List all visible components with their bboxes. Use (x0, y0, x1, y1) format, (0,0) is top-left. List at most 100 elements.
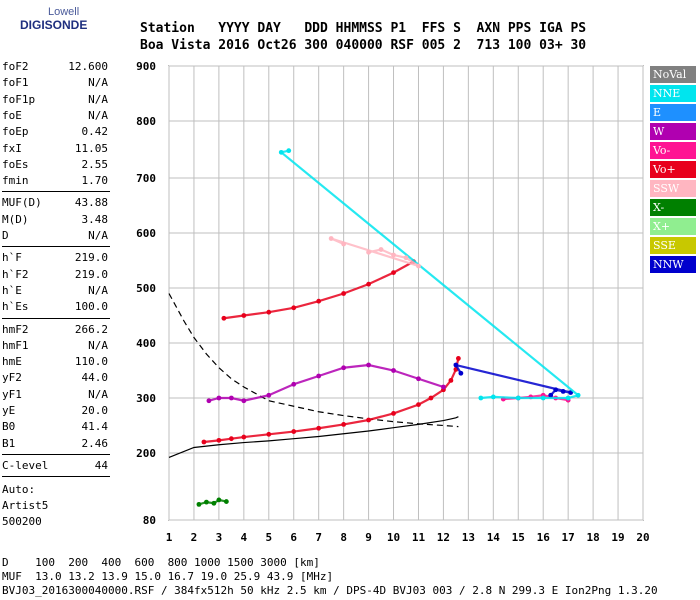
param-key: h`F (2, 251, 22, 265)
param-value: 2.46 (81, 436, 109, 450)
param-value: 100.0 (74, 300, 108, 314)
legend-item-vo-: Vo+ (650, 161, 696, 178)
series-trace (208, 363, 444, 402)
param-row: fxI 11.05 (2, 142, 108, 158)
x-tick-label: 16 (537, 531, 551, 544)
x-tick-label: 8 (340, 531, 347, 544)
logo-line1: Lowell (48, 6, 80, 18)
param-value: 20.0 (81, 404, 109, 417)
param-key: fmin (2, 174, 29, 188)
y-tick-label: 900 (136, 60, 156, 73)
y-tick-label: 500 (136, 282, 156, 295)
param-key: hmF2 (2, 322, 29, 336)
series-trace (198, 498, 227, 506)
param-row: yE 20.0 (2, 404, 108, 420)
param-key: hmE (2, 355, 22, 369)
legend-item-nnw: NNW (650, 256, 696, 273)
param-key: foF1 (2, 76, 29, 90)
param-value: 44.0 (81, 371, 109, 385)
legend-item-x-: X+ (650, 218, 696, 235)
param-key: foE (2, 108, 22, 122)
param-row: h`F2 219.0 (2, 268, 108, 284)
param-value: 219.0 (74, 251, 108, 265)
param-key: D (2, 229, 9, 242)
x-tick-label: 11 (412, 531, 426, 544)
param-value: N/A (88, 338, 108, 352)
param-value: 44 (94, 458, 108, 472)
param-value: 0.42 (81, 125, 109, 139)
x-tick-label: 12 (437, 531, 450, 544)
legend-item-sse: SSE (650, 237, 696, 254)
plot-frame (168, 65, 644, 521)
param-row: fmin 1.70 (2, 174, 108, 190)
footer-file-line: BVJ03_2016300040000.RSF / 384fx512h 50 k… (2, 584, 658, 597)
header-labels: Station YYYY DAY DDD HHMMSS P1 FFS S AXN… (140, 21, 587, 36)
param-key: foF2 (2, 60, 29, 73)
param-row: B1 2.46 (2, 437, 108, 453)
param-value: N/A (88, 108, 108, 122)
legend-item-w: W (650, 123, 696, 140)
true-height-profile-line (168, 416, 459, 459)
param-row: h`Es 100.0 (2, 300, 108, 316)
series-trace (223, 260, 415, 320)
param-row: foEs 2.55 (2, 158, 108, 174)
param-key: M(D) (2, 212, 29, 226)
param-key: foF1p (2, 92, 36, 106)
param-separator (2, 246, 110, 248)
param-row: h`E N/A (2, 284, 108, 300)
legend-item-ssw: SSW (650, 180, 696, 197)
header-values: Boa Vista 2016 Oct26 300 040000 RSF 005 … (140, 38, 587, 53)
param-row: MUF(D) 43.88 (2, 196, 108, 212)
param-value: 2.55 (81, 157, 109, 171)
param-value: 43.88 (74, 196, 108, 210)
param-key: hmF1 (2, 338, 29, 352)
x-tick-label: 14 (487, 531, 501, 544)
param-row: B0 41.4 (2, 420, 108, 436)
param-key: foEp (2, 125, 29, 139)
param-value: N/A (88, 76, 108, 90)
x-tick-label: 6 (290, 531, 297, 544)
y-tick-label: 300 (136, 392, 156, 405)
y-tick-label: 600 (136, 227, 156, 240)
logo-line2: DIGISONDE (20, 18, 88, 32)
param-key: yE (2, 404, 16, 417)
y-tick-label: 400 (136, 337, 156, 350)
param-key: B1 (2, 436, 16, 450)
param-value: 266.2 (74, 322, 108, 336)
x-tick-label: 4 (241, 531, 248, 544)
param-separator (2, 476, 110, 478)
station-header: Station YYYY DAY DDD HHMMSS P1 FFS S AXN… (140, 20, 586, 54)
param-value: N/A (88, 387, 108, 401)
param-value: 3.48 (81, 212, 109, 226)
series-trace (453, 363, 571, 396)
x-tick-label: 7 (315, 531, 322, 544)
param-key: MUF(D) (2, 196, 42, 210)
legend-item-vo-: Vo- (650, 142, 696, 159)
param-key: B0 (2, 420, 16, 434)
x-tick-label: 2 (191, 531, 198, 544)
legend-item-nne: NNE (650, 85, 696, 102)
x-tick-label: 3 (216, 531, 223, 544)
footer-info: D 100 200 400 600 800 1000 1500 3000 [km… (2, 556, 658, 598)
x-tick-label: 20 (636, 531, 649, 544)
param-value: N/A (88, 283, 108, 297)
param-value: 110.0 (74, 355, 108, 369)
param-row: hmE 110.0 (2, 355, 108, 371)
param-key: h`F2 (2, 267, 29, 281)
legend-item-noval: NoVal (650, 66, 696, 83)
param-value: N/A (88, 229, 108, 242)
param-value: 219.0 (74, 267, 108, 281)
param-separator (2, 317, 110, 319)
param-row: yF1 N/A (2, 388, 108, 404)
legend-item-e: E (650, 104, 696, 121)
param-row: D N/A (2, 229, 108, 245)
param-row: C-level 44 (2, 459, 108, 475)
series-trace (203, 358, 460, 444)
param-key: h`Es (2, 300, 29, 314)
x-tick-label: 9 (365, 531, 372, 544)
param-row: foF1p N/A (2, 93, 108, 109)
y-tick-label: 200 (136, 447, 156, 460)
autoscale-text: Artist5 (2, 499, 49, 513)
dashed-profile-line (168, 293, 459, 428)
